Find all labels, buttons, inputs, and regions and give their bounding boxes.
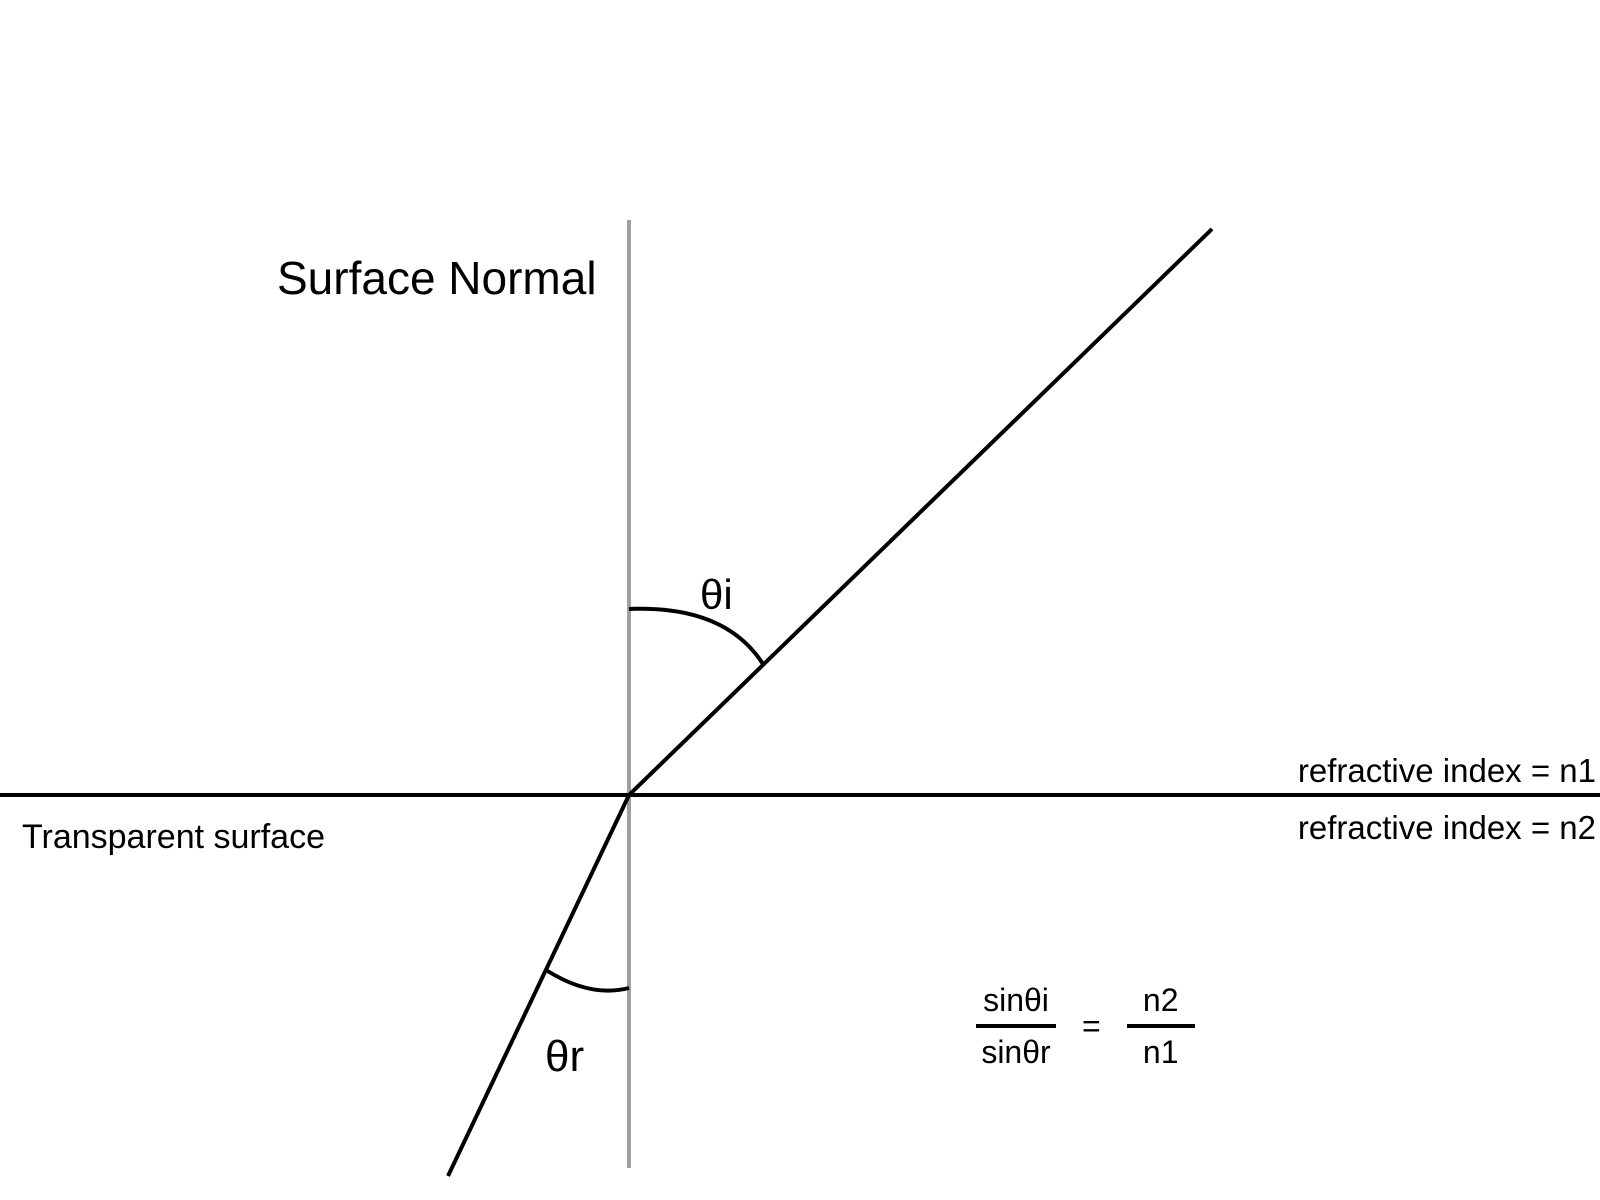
- formula-left-numerator: sinθi: [983, 982, 1049, 1018]
- refraction-angle-arc: [544, 968, 630, 993]
- angle-refraction-label: θr: [545, 1032, 585, 1081]
- formula-left-denominator: sinθr: [981, 1034, 1051, 1070]
- surface-normal-label: Surface Normal: [277, 252, 597, 304]
- refracted-ray: [446, 794, 631, 1177]
- formula-right-fraction: n2 n1: [1126, 982, 1195, 1070]
- transparent-surface-label: Transparent surface: [22, 818, 325, 856]
- formula-left-fraction-bar: [976, 1024, 1056, 1028]
- formula-left-fraction: sinθi sinθr: [976, 984, 1056, 1068]
- incident-ray: [627, 227, 1214, 797]
- formula-right-fraction-bar: [1126, 1024, 1195, 1028]
- refractive-index-n2-label: refractive index = n2: [1297, 809, 1596, 846]
- snells-law-formula: sinθi sinθr = n2 n1: [976, 984, 1195, 1068]
- formula-right-denominator: n1: [1142, 1034, 1179, 1070]
- incidence-angle-arc: [628, 606, 765, 666]
- angle-incidence-label: θi: [700, 571, 733, 618]
- formula-equals-sign: =: [1082, 1007, 1101, 1044]
- formula-right-numerator: n2: [1142, 982, 1179, 1018]
- refractive-index-n1-label: refractive index = n1: [1297, 752, 1596, 789]
